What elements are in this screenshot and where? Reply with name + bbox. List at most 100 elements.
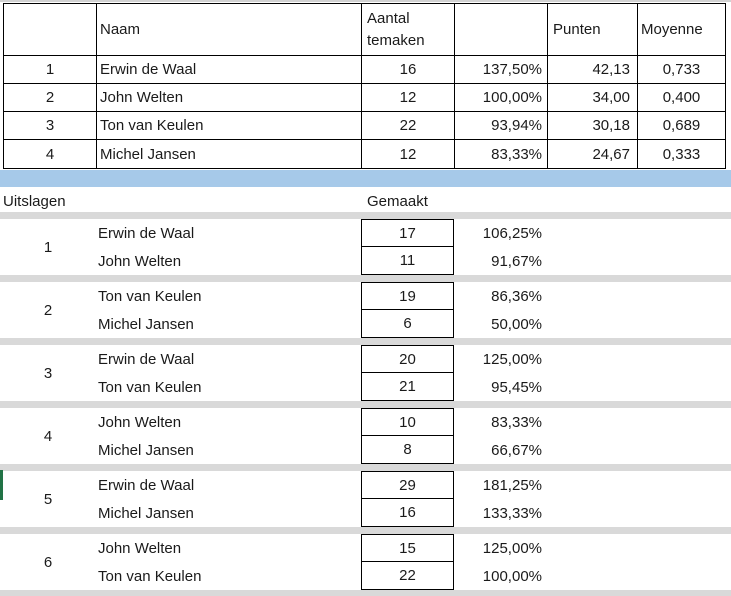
selection-marker: [0, 470, 3, 500]
player-row: Michel Jansen 8 66,67%: [0, 436, 731, 464]
cell-naam: John Welten: [97, 84, 362, 112]
round-block: 6 John Welten 15 125,00% Ton van Keulen …: [0, 534, 731, 590]
round-block: 2 Ton van Keulen 19 86,36% Michel Jansen…: [0, 282, 731, 338]
made-percentage: 106,25%: [482, 224, 542, 242]
round-number: 3: [43, 364, 53, 382]
player-row: Michel Jansen 16 133,33%: [0, 499, 731, 527]
results-rounds: 1 Erwin de Waal 17 106,25% John Welten 1…: [0, 212, 731, 596]
cell-pos: 2: [4, 84, 97, 112]
cell-pct: 100,00%: [455, 84, 548, 112]
made-score-box[interactable]: 10: [361, 408, 454, 436]
made-score-box[interactable]: 11: [361, 247, 454, 275]
made-percentage: 95,45%: [491, 378, 542, 396]
round-number: 4: [43, 427, 53, 445]
cell-moyenne: 0,689: [638, 112, 725, 140]
made-percentage: 91,67%: [491, 252, 542, 270]
player-name: Ton van Keulen: [98, 378, 202, 396]
made-score-box[interactable]: 6: [361, 310, 454, 338]
header-cell-pct: [455, 4, 548, 56]
made-percentage: 125,00%: [482, 539, 542, 557]
player-row: John Welten 11 91,67%: [0, 247, 731, 275]
separator-band: [0, 275, 731, 282]
header-cell-pos: [4, 4, 97, 56]
cell-pos: 1: [4, 56, 97, 84]
made-score-box[interactable]: 19: [361, 282, 454, 310]
made-score-box[interactable]: 15: [361, 534, 454, 562]
cell-moyenne: 0,400: [638, 84, 725, 112]
player-name: Ton van Keulen: [98, 287, 202, 305]
player-name: John Welten: [98, 252, 182, 270]
made-score-box[interactable]: 16: [361, 499, 454, 527]
made-percentage: 100,00%: [482, 567, 542, 585]
made-score-box[interactable]: 22: [361, 562, 454, 590]
separator-band: [0, 527, 731, 534]
player-name: John Welten: [98, 413, 182, 431]
player-name: Erwin de Waal: [98, 350, 195, 368]
cell-naam: Erwin de Waal: [97, 56, 362, 84]
cell-aantal: 22: [362, 112, 455, 140]
header-cell-naam: Naam: [97, 4, 362, 56]
player-name: Michel Jansen: [98, 504, 194, 522]
cell-aantal: 16: [362, 56, 455, 84]
cell-pct: 83,33%: [455, 140, 548, 168]
separator-band: [0, 401, 731, 408]
made-percentage: 86,36%: [491, 287, 542, 305]
round-block: 5 Erwin de Waal 29 181,25% Michel Jansen…: [0, 471, 731, 527]
results-title: Uitslagen: [3, 192, 66, 210]
round-block: 4 John Welten 10 83,33% Michel Jansen 8 …: [0, 408, 731, 464]
cell-moyenne: 0,333: [638, 140, 725, 168]
made-score-box[interactable]: 21: [361, 373, 454, 401]
cell-punten: 34,00: [548, 84, 638, 112]
cell-punten: 42,13: [548, 56, 638, 84]
round-number: 1: [43, 238, 53, 256]
cell-pct: 137,50%: [455, 56, 548, 84]
cell-pos: 4: [4, 140, 97, 168]
cell-pos: 3: [4, 112, 97, 140]
standings-table: Naam Aantal temaken Punten Moyenne 1 Erw…: [3, 3, 726, 169]
cell-punten: 30,18: [548, 112, 638, 140]
player-row: Michel Jansen 6 50,00%: [0, 310, 731, 338]
round-number: 2: [43, 301, 53, 319]
header-aantal-line1: Aantal: [367, 9, 410, 27]
player-row: John Welten 10 83,33%: [0, 408, 731, 436]
separator-band: [0, 338, 731, 345]
made-score-box[interactable]: 8: [361, 436, 454, 464]
made-score-box[interactable]: 20: [361, 345, 454, 373]
made-percentage: 50,00%: [491, 315, 542, 333]
made-percentage: 83,33%: [491, 413, 542, 431]
separator-band: [0, 590, 731, 596]
player-row: Erwin de Waal 29 181,25%: [0, 471, 731, 499]
header-aantal-lines: Aantal temaken: [367, 8, 425, 52]
round-number: 6: [43, 553, 53, 571]
round-block: 1 Erwin de Waal 17 106,25% John Welten 1…: [0, 219, 731, 275]
round-block: 3 Erwin de Waal 20 125,00% Ton van Keule…: [0, 345, 731, 401]
player-name: Erwin de Waal: [98, 224, 195, 242]
blue-divider-band: [0, 170, 731, 187]
top-gridline-strip: [0, 0, 731, 2]
cell-naam: Michel Jansen: [97, 140, 362, 168]
header-cell-aantal: Aantal temaken: [362, 4, 455, 56]
made-percentage: 133,33%: [482, 504, 542, 522]
cell-moyenne: 0,733: [638, 56, 725, 84]
player-name: Erwin de Waal: [98, 476, 195, 494]
made-score-box[interactable]: 17: [361, 219, 454, 247]
player-row: Ton van Keulen 19 86,36%: [0, 282, 731, 310]
made-score-box[interactable]: 29: [361, 471, 454, 499]
made-percentage: 181,25%: [482, 476, 542, 494]
player-row: John Welten 15 125,00%: [0, 534, 731, 562]
cell-punten: 24,67: [548, 140, 638, 168]
cell-naam: Ton van Keulen: [97, 112, 362, 140]
header-cell-moyenne: Moyenne: [638, 4, 725, 56]
round-number: 5: [43, 490, 53, 508]
separator-band: [0, 464, 731, 471]
results-section-labels: Uitslagen Gemaakt: [0, 190, 731, 212]
player-name: Ton van Keulen: [98, 567, 202, 585]
player-row: Erwin de Waal 17 106,25%: [0, 219, 731, 247]
cell-aantal: 12: [362, 84, 455, 112]
cell-aantal: 12: [362, 140, 455, 168]
made-percentage: 66,67%: [491, 441, 542, 459]
player-row: Ton van Keulen 22 100,00%: [0, 562, 731, 590]
player-name: Michel Jansen: [98, 315, 194, 333]
made-column-label: Gemaakt: [367, 192, 428, 210]
